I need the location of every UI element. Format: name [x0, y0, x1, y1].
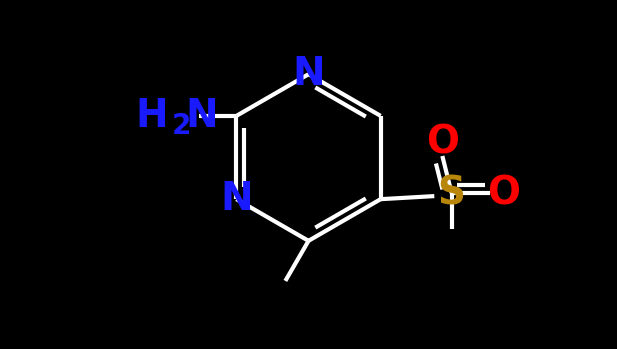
- Text: N: N: [220, 180, 253, 218]
- Text: N: N: [292, 55, 325, 93]
- Text: 2: 2: [172, 112, 191, 140]
- Text: H: H: [136, 97, 168, 135]
- Text: O: O: [426, 124, 459, 162]
- Text: O: O: [487, 174, 521, 212]
- Text: S: S: [437, 174, 466, 212]
- Text: N: N: [186, 97, 218, 135]
